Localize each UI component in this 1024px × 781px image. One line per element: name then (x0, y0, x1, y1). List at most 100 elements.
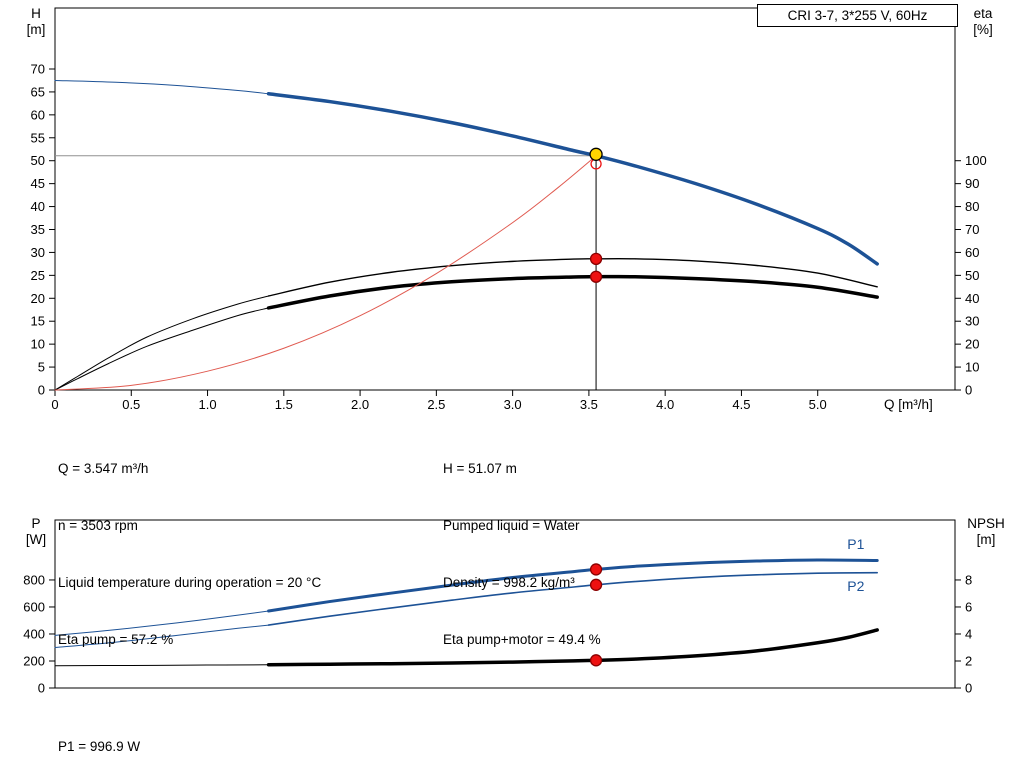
duty-info-bottom-block: P1 = 996.9 W P2 = 861.3 W NPSH = 2.05 m (58, 699, 152, 781)
eta-pump-curve (267, 257, 878, 297)
h-axis-title-line1: H (31, 6, 41, 21)
pump-curve-extension (54, 79, 270, 95)
tick-label: 70 (31, 61, 45, 76)
eta-axis-title-line1: eta (973, 6, 993, 21)
info-line-liquid: Pumped liquid = Water (443, 518, 580, 533)
tick-label: 40 (965, 291, 979, 306)
tick-label: 60 (31, 107, 45, 122)
pump-title: CRI 3-7, 3*255 V, 60Hz (787, 8, 928, 23)
tick-label: 2.5 (427, 397, 445, 412)
tick-label: 70 (965, 222, 979, 237)
tick-label: 40 (31, 199, 45, 214)
npsh-axis-title-line2: [m] (976, 532, 996, 547)
tick-label: 1.0 (199, 397, 217, 412)
tick-label: 2 (965, 653, 972, 668)
tick-label: 20 (31, 291, 45, 306)
npsh-axis-title: NPSH [m] (958, 516, 1014, 548)
tick-label: 90 (965, 176, 979, 191)
tick-label: 100 (965, 153, 987, 168)
tick-label: 80 (965, 199, 979, 214)
tick-label: 35 (31, 222, 45, 237)
tick-label: 3.0 (504, 397, 522, 412)
eta-pump-curve-extension (54, 295, 270, 391)
info-line-p1: P1 = 996.9 W (58, 739, 141, 754)
info-line-eta-pump-motor: Eta pump+motor = 49.4 % (443, 632, 601, 647)
p2-duty-dot (589, 578, 603, 591)
tick-label: 20 (965, 337, 979, 352)
power-npsh-chart: 0 200 400 600 800 0 2 4 6 8 P1 P2 (23, 519, 972, 696)
tick-label: 65 (31, 84, 45, 99)
tick-label: 25 (31, 268, 45, 283)
tick-label: 30 (31, 245, 45, 260)
p-axis-title-line2: [W] (25, 532, 47, 547)
tick-label: 400 (23, 626, 45, 641)
p-axis-title: P [W] (18, 516, 54, 548)
tick-label: 0 (38, 383, 45, 398)
p-axis-title-line1: P (31, 516, 41, 531)
tick-label: 6 (965, 599, 972, 614)
npsh-axis-title-line1: NPSH (967, 516, 1005, 531)
tick-label: 0 (965, 383, 972, 398)
curve-label-p2: P2 (847, 578, 864, 594)
tick-label: 200 (23, 653, 45, 668)
duty-info-right-column: H = 51.07 m Pumped liquid = Water Densit… (443, 421, 601, 687)
tick-label: 3.5 (580, 397, 598, 412)
info-line-density: Density = 998.2 kg/m³ (443, 575, 575, 590)
info-line-speed: n = 3503 rpm (58, 518, 138, 533)
tick-label: 50 (965, 268, 979, 283)
tick-label: 30 (965, 314, 979, 329)
tick-label: 5 (38, 360, 45, 375)
info-line-head: H = 51.07 m (443, 461, 517, 476)
h-axis-title-line2: [m] (26, 22, 46, 37)
tick-label: 2.0 (351, 397, 369, 412)
q-axis-title: Q [m³/h] (884, 397, 933, 412)
plot-frame (54, 519, 956, 689)
eta-axis-title-line2: [%] (973, 22, 993, 37)
tick-label: 55 (31, 130, 45, 145)
tick-label: 1.5 (275, 397, 293, 412)
p2-curve (267, 571, 879, 626)
h-axis-title: H [m] (18, 6, 54, 38)
system-curve (54, 155, 597, 391)
qh-eta-chart: 0 5 10 15 20 25 30 35 40 45 50 55 60 65 70 0 10 20 30 40 50 6… (31, 7, 987, 412)
tick-label: 10 (31, 337, 45, 352)
duty-info-left-column: Q = 3.547 m³/h n = 3503 rpm Liquid tempe… (58, 421, 321, 687)
npsh-duty-dot (589, 654, 603, 667)
tick-label: 45 (31, 176, 45, 191)
tick-label: 0 (965, 681, 972, 696)
pump-curve (266, 92, 879, 266)
p1-curve (267, 558, 879, 613)
tick-label: 600 (23, 599, 45, 614)
info-line-eta-pump: Eta pump = 57.2 % (58, 632, 174, 647)
tick-label: 0 (51, 397, 58, 412)
tick-label: 60 (965, 245, 979, 260)
info-line-temperature: Liquid temperature during operation = 20… (58, 575, 322, 590)
eta-pump-duty-dot (589, 252, 603, 265)
tick-label: 0 (38, 681, 45, 696)
tick-label: 15 (31, 314, 45, 329)
tick-label: 4.5 (732, 397, 750, 412)
p1-curve-extension (54, 610, 270, 636)
curve-label-p1: P1 (847, 536, 864, 552)
tick-label: 50 (31, 153, 45, 168)
eta-axis-title: eta [%] (962, 6, 1004, 38)
plot-frame (54, 7, 956, 391)
eta-pump-motor-curve (266, 274, 879, 310)
tick-label: 8 (965, 572, 972, 587)
eta-pump-motor-curve-extension (54, 307, 270, 391)
eta-pump-motor-duty-dot (589, 270, 603, 283)
tick-label: 4.0 (656, 397, 674, 412)
duty-point[interactable] (589, 147, 603, 161)
info-line-q: Q = 3.547 m³/h (58, 461, 149, 476)
npsh-curve-extension (54, 664, 270, 667)
tick-label: 800 (23, 572, 45, 587)
pump-title-box: CRI 3-7, 3*255 V, 60Hz (757, 4, 958, 27)
tick-label: 4 (965, 626, 972, 641)
p1-duty-dot (589, 563, 603, 576)
tick-label: 5.0 (809, 397, 827, 412)
p2-curve-extension (54, 624, 270, 648)
tick-label: 0.5 (122, 397, 140, 412)
tick-label: 10 (965, 360, 979, 375)
